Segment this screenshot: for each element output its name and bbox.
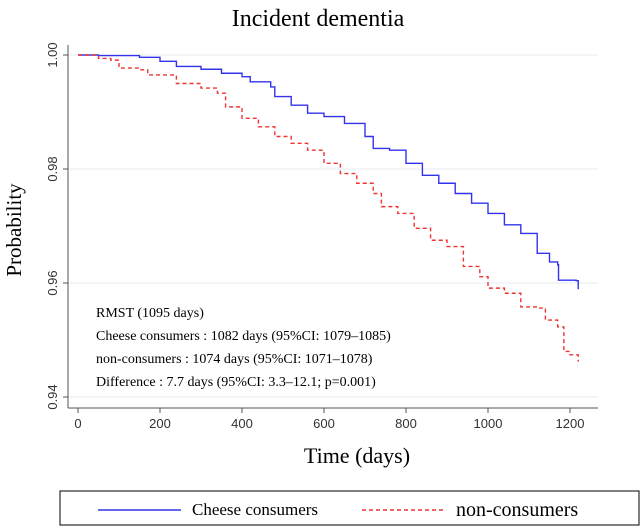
annotation-line: Cheese consumers : 1082 days (95%CI: 107… xyxy=(96,329,391,344)
x-tick-label: 200 xyxy=(149,416,171,431)
legend: Cheese consumers non-consumers xyxy=(59,490,640,526)
series-line-non-consumers xyxy=(78,54,579,362)
x-tick-label: 800 xyxy=(395,416,417,431)
legend-box xyxy=(59,490,640,526)
series-lines xyxy=(78,54,579,362)
ticks: 0.94 0.96 0.98 1.00 0 200 400 600 800 1000 1200 xyxy=(45,42,584,431)
rmst-annotation: RMST (1095 days) Cheese consumers : 1082… xyxy=(96,306,391,390)
annotation-line: non-consumers : 1074 days (95%CI: 1071–1… xyxy=(96,352,373,367)
y-tick-label: 0.96 xyxy=(45,270,60,295)
annotation-line: Difference : 7.7 days (95%CI: 3.3–12.1; … xyxy=(96,375,376,390)
y-axis-label: Probability xyxy=(2,183,26,277)
legend-label-cheese: Cheese consumers xyxy=(192,500,318,519)
gridlines xyxy=(68,54,598,398)
series-line-cheese-consumers xyxy=(78,54,579,290)
x-tick-label: 1000 xyxy=(474,416,503,431)
y-tick-label: 1.00 xyxy=(45,42,60,67)
chart-title: Incident dementia xyxy=(232,6,405,32)
legend-label-non-consumers: non-consumers xyxy=(456,499,578,521)
x-tick-label: 400 xyxy=(231,416,253,431)
annotation-line: RMST (1095 days) xyxy=(96,306,204,321)
x-tick-label: 0 xyxy=(74,416,81,431)
y-tick-label: 0.98 xyxy=(45,156,60,181)
x-tick-label: 1200 xyxy=(556,416,585,431)
axes xyxy=(67,45,598,409)
y-tick-label: 0.94 xyxy=(45,384,60,409)
x-tick-label: 600 xyxy=(313,416,335,431)
x-axis-label: Time (days) xyxy=(304,443,410,468)
